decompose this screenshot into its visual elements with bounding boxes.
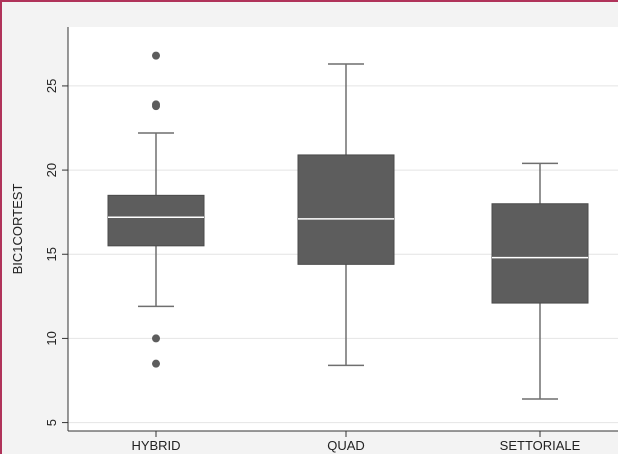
- y-tick-label: 25: [44, 79, 59, 93]
- iqr-box: [107, 194, 205, 247]
- iqr-box: [491, 203, 589, 304]
- outlier-point: [152, 359, 160, 368]
- boxes-layer: [107, 51, 589, 400]
- y-tick-label: 5: [44, 419, 59, 426]
- box-quad: [297, 63, 395, 367]
- box-hybrid: [107, 51, 205, 368]
- iqr-box: [297, 154, 395, 265]
- outlier-point: [152, 51, 160, 60]
- x-tick-label: SETTORIALE: [500, 438, 581, 453]
- y-tick-label: 20: [44, 163, 59, 177]
- outlier-point: [152, 102, 160, 111]
- y-tick-label: 10: [44, 331, 59, 345]
- y-axis-title: BIC1CORTEST: [10, 184, 25, 275]
- y-tick-label: 15: [44, 247, 59, 261]
- outlier-point: [152, 334, 160, 343]
- x-tick-label: QUAD: [327, 438, 365, 453]
- axis-ticks: 5 10 15 20 25 HYBRID QUAD SETTORIALE: [44, 79, 581, 453]
- x-tick-label: HYBRID: [131, 438, 180, 453]
- box-settoriale: [491, 162, 589, 400]
